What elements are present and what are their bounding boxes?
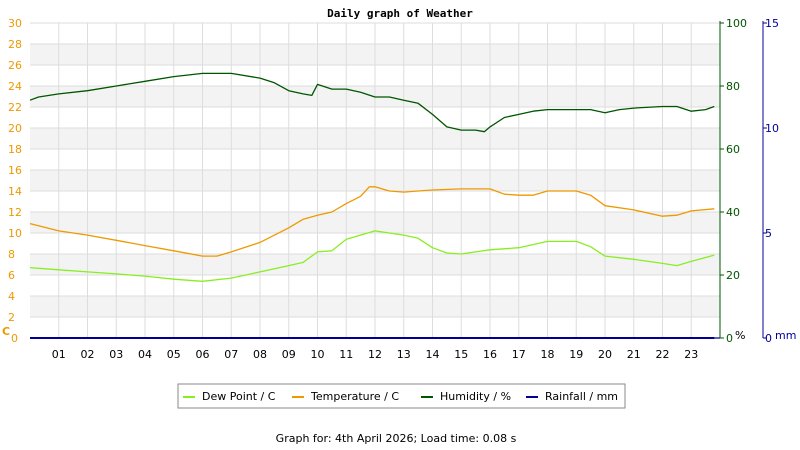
y-left-tick-label: 16 (8, 164, 22, 177)
series-line-temperature (29, 186, 715, 257)
footer-text: Graph for: 4th April 2026; Load time: 0.… (276, 432, 517, 445)
legend-box (177, 383, 626, 409)
x-tick-label: 06 (196, 348, 210, 361)
x-tick-label: 23 (684, 348, 698, 361)
rainfall-tick-label: 5 (765, 227, 772, 240)
y-left-tick-label: 12 (8, 206, 22, 219)
humidity-axis-label: % (735, 329, 745, 342)
legend-label-rainfall: Rainfall / mm (545, 390, 618, 403)
y-left-tick-label: 26 (8, 59, 22, 72)
legend-label-humidity: Humidity / % (440, 390, 511, 403)
chart-title: Daily graph of Weather (327, 7, 473, 20)
x-tick-label: 22 (656, 348, 670, 361)
y-left-tick-label: 30 (8, 17, 22, 30)
x-tick-label: 14 (426, 348, 440, 361)
rainfall-tick-label: 0 (765, 332, 772, 345)
x-tick-label: 16 (483, 348, 497, 361)
x-tick-label: 07 (224, 348, 238, 361)
x-tick-label: 08 (253, 348, 267, 361)
y-left-axis-label: C (2, 325, 10, 338)
humidity-tick-label: 20 (726, 269, 740, 282)
humidity-tick-label: 100 (726, 17, 747, 30)
y-left-tick-label: 0 (11, 332, 18, 345)
humidity-tick-label: 80 (726, 80, 740, 93)
legend: Dew Point / C Temperature / C Humidity / %… (177, 383, 626, 409)
x-tick-label: 02 (81, 348, 95, 361)
x-tick-label: 19 (569, 348, 583, 361)
x-tick-label: 01 (52, 348, 66, 361)
x-tick-label: 04 (138, 348, 152, 361)
y-left-tick-label: 28 (8, 38, 22, 51)
plot-axes (30, 21, 764, 339)
x-tick-label: 20 (598, 348, 612, 361)
rainfall-axis-label: mm (775, 329, 796, 342)
axis-ticks: 246810121416182022242628300C020406080100… (2, 17, 796, 361)
humidity-tick-label: 60 (726, 143, 740, 156)
legend-label-temperature: Temperature / C (310, 390, 399, 403)
y-left-tick-label: 8 (8, 248, 15, 261)
x-tick-label: 21 (627, 348, 641, 361)
y-left-tick-label: 14 (8, 185, 22, 198)
x-tick-label: 03 (109, 348, 123, 361)
x-tick-label: 10 (311, 348, 325, 361)
y-left-tick-label: 2 (8, 311, 15, 324)
series-line-humidity (29, 72, 715, 133)
y-left-tick-label: 10 (8, 227, 22, 240)
humidity-tick-label: 0 (726, 332, 733, 345)
x-tick-label: 12 (368, 348, 382, 361)
plot-grid (30, 22, 720, 338)
x-tick-label: 11 (339, 348, 353, 361)
y-left-tick-label: 18 (8, 143, 22, 156)
x-tick-label: 18 (541, 348, 555, 361)
x-tick-label: 05 (167, 348, 181, 361)
x-tick-label: 17 (512, 348, 526, 361)
x-tick-label: 13 (397, 348, 411, 361)
humidity-tick-label: 40 (726, 206, 740, 219)
y-left-tick-label: 24 (8, 80, 22, 93)
series-line-dew-point (29, 230, 715, 282)
y-left-tick-label: 22 (8, 101, 22, 114)
y-left-tick-label: 4 (8, 290, 15, 303)
rainfall-tick-label: 10 (765, 122, 779, 135)
x-tick-label: 15 (454, 348, 468, 361)
y-left-tick-label: 6 (8, 269, 15, 282)
legend-label-dew-point: Dew Point / C (202, 390, 276, 403)
x-tick-label: 09 (282, 348, 296, 361)
rainfall-tick-label: 15 (765, 17, 779, 30)
y-left-tick-label: 20 (8, 122, 22, 135)
